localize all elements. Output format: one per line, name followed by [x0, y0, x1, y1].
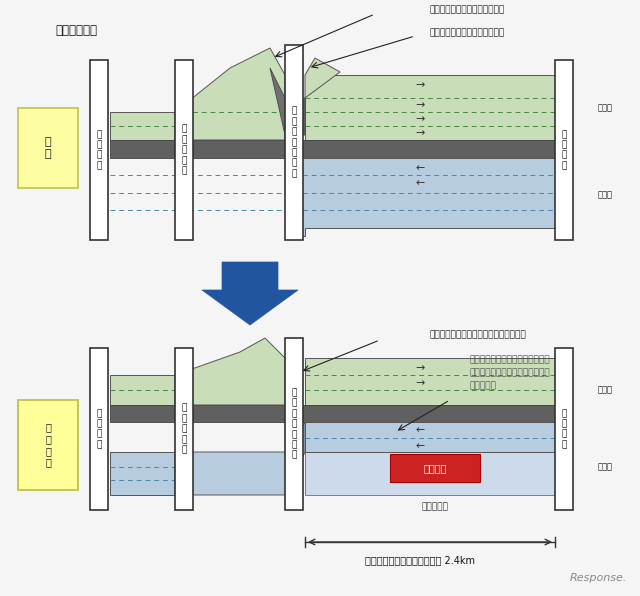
Polygon shape: [110, 140, 555, 158]
Polygon shape: [175, 48, 285, 140]
Polygon shape: [110, 405, 555, 422]
Text: Response.: Response.: [570, 573, 627, 583]
Text: 下り線を上り線側へシフト（日本: 下り線を上り線側へシフト（日本: [470, 355, 550, 365]
Bar: [555, 60, 573, 240]
Bar: [18, 400, 78, 490]
Text: 下り線: 下り線: [598, 462, 613, 471]
Polygon shape: [110, 375, 175, 405]
Bar: [90, 60, 108, 240]
Text: 坂トンネル右ルートを利用）し、: 坂トンネル右ルートを利用）し、: [470, 368, 550, 377]
Text: 用宗高架橋: 用宗高架橋: [422, 502, 449, 511]
Text: 焼
津
Ｉ
Ｃ: 焼 津 Ｉ Ｃ: [96, 409, 102, 449]
Bar: [555, 348, 573, 510]
Text: 工
事
期
間: 工 事 期 間: [45, 423, 51, 467]
Text: 現
状: 現 状: [45, 137, 51, 159]
Text: →: →: [415, 100, 425, 110]
Text: 上り線日本坂トンネル右ルート: 上り線日本坂トンネル右ルート: [430, 29, 505, 38]
Text: →: →: [415, 80, 425, 90]
Polygon shape: [305, 452, 555, 495]
Text: 日
本
坂
Ｐ
Ａ: 日 本 坂 Ｐ Ａ: [181, 125, 187, 175]
Bar: [390, 454, 480, 482]
Text: 日
本
坂
Ｐ
Ａ: 日 本 坂 Ｐ Ａ: [181, 403, 187, 454]
Text: 車線をシフトする区間　延長 2.4km: 車線をシフトする区間 延長 2.4km: [365, 555, 475, 565]
Bar: [175, 60, 193, 240]
Polygon shape: [110, 112, 175, 140]
Polygon shape: [305, 75, 555, 140]
Polygon shape: [305, 358, 555, 405]
Text: 上り線: 上り線: [598, 386, 613, 395]
Text: →: →: [415, 128, 425, 138]
Polygon shape: [110, 158, 555, 236]
Text: →: →: [415, 378, 425, 388]
Text: 【車線運用】: 【車線運用】: [55, 23, 97, 36]
Text: ←: ←: [415, 425, 425, 435]
Text: 上り線日本坂トンネル右ルート（閉鎖）: 上り線日本坂トンネル右ルート（閉鎖）: [430, 331, 527, 340]
Bar: [285, 45, 303, 240]
Text: 上り線日本坂トンネル左ルート: 上り線日本坂トンネル左ルート: [430, 5, 505, 14]
Text: ←: ←: [415, 178, 425, 188]
Text: →: →: [415, 114, 425, 124]
Text: 工事箇所: 工事箇所: [423, 463, 447, 473]
Polygon shape: [175, 338, 285, 405]
Text: ←: ←: [415, 441, 425, 451]
Polygon shape: [110, 452, 175, 495]
Text: 下り線: 下り線: [598, 191, 613, 200]
Bar: [18, 108, 78, 188]
Text: 焼
津
Ｉ
Ｃ: 焼 津 Ｉ Ｃ: [96, 130, 102, 170]
Polygon shape: [270, 68, 305, 135]
Bar: [175, 348, 193, 510]
Text: →: →: [415, 363, 425, 373]
Text: ←: ←: [415, 163, 425, 173]
Bar: [285, 338, 303, 510]
Text: 交通を確保: 交通を確保: [470, 381, 497, 390]
Text: 日
本
坂
ト
ン
ネ
ル: 日 本 坂 ト ン ネ ル: [291, 107, 297, 178]
Polygon shape: [202, 262, 298, 325]
Text: 上り線: 上り線: [598, 104, 613, 113]
Text: 静
岡
Ｉ
Ｃ: 静 岡 Ｉ Ｃ: [561, 130, 566, 170]
Polygon shape: [305, 58, 340, 98]
Text: 静
岡
Ｉ
Ｃ: 静 岡 Ｉ Ｃ: [561, 409, 566, 449]
Text: 日
本
坂
ト
ン
ネ
ル: 日 本 坂 ト ン ネ ル: [291, 389, 297, 460]
Polygon shape: [305, 422, 555, 452]
Bar: [90, 348, 108, 510]
Polygon shape: [175, 422, 305, 495]
